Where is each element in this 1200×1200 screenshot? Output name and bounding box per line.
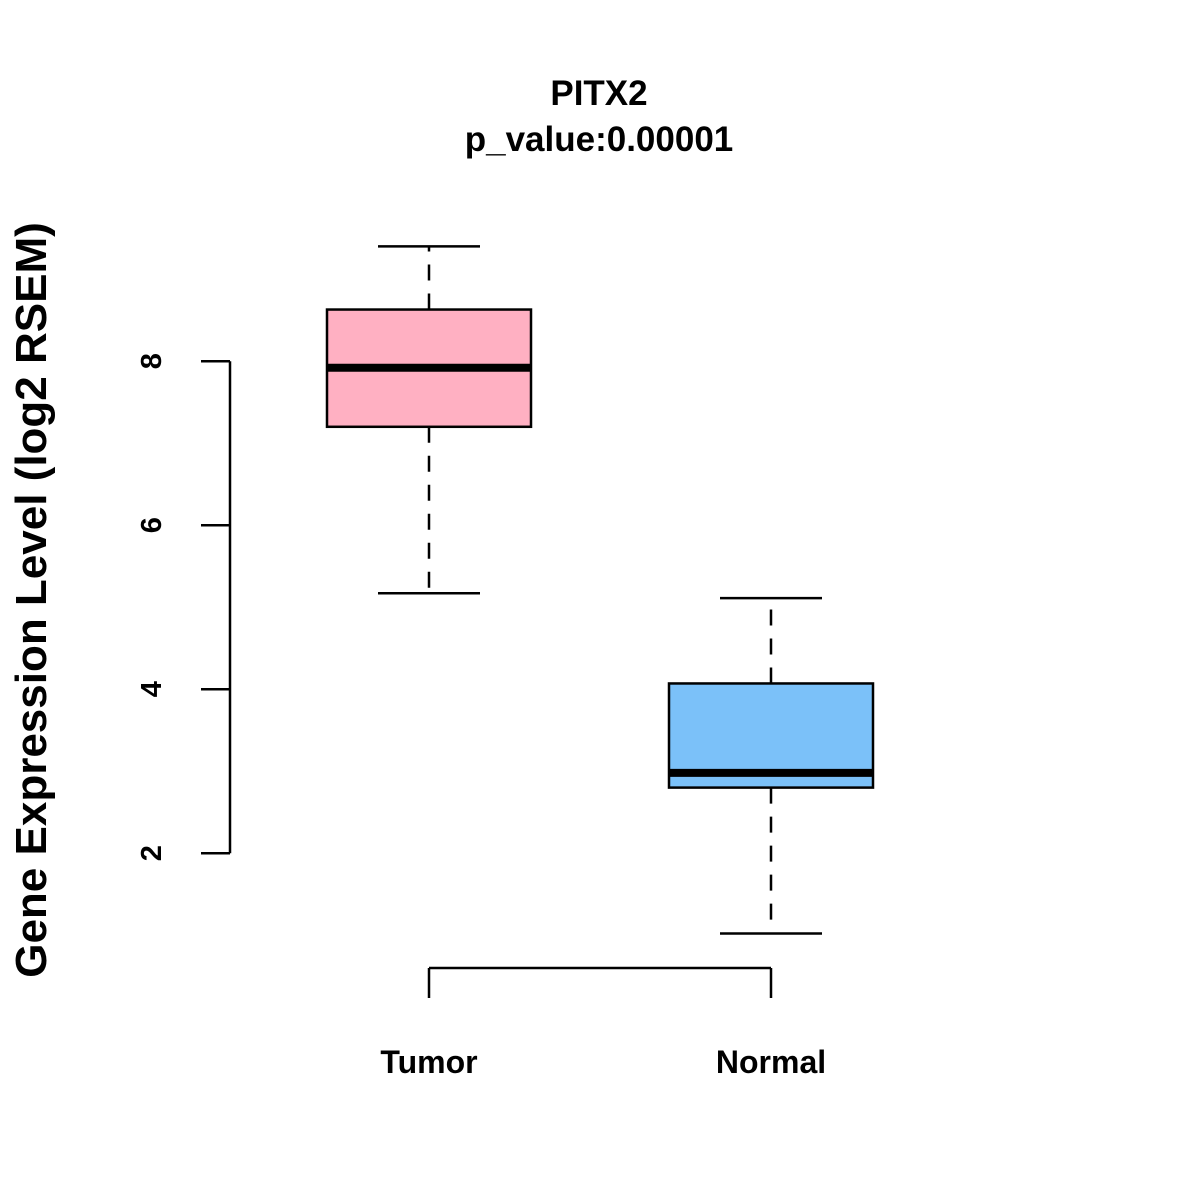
- box-normal: [667, 596, 875, 935]
- box-group: [325, 245, 875, 935]
- box-tumor: [325, 245, 533, 595]
- y-tick-label-6: 6: [136, 517, 168, 533]
- y-axis-label: Gene Expression Level (log2 RSEM): [7, 222, 56, 978]
- x-axis: Tumor Normal: [380, 966, 826, 1080]
- x-tick-label-normal: Normal: [716, 1044, 826, 1080]
- chart-title: PITX2: [550, 74, 647, 113]
- x-tick-label-tumor: Tumor: [380, 1044, 477, 1080]
- chart-subtitle: p_value:0.00001: [465, 120, 734, 159]
- y-tick-label-4: 4: [136, 681, 168, 697]
- y-axis: 2 4 6 8: [136, 353, 232, 861]
- y-tick-label-2: 2: [136, 845, 168, 861]
- y-tick-label-8: 8: [136, 353, 168, 369]
